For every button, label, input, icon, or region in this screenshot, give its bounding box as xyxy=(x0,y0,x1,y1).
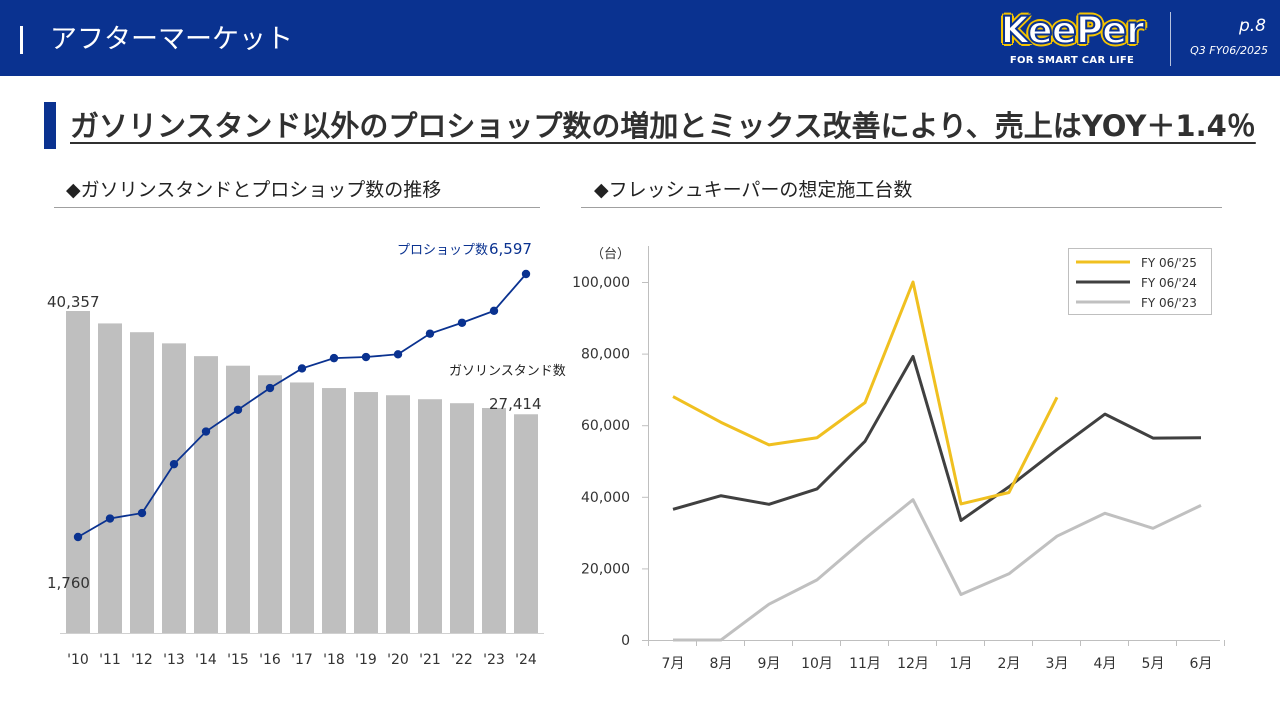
station-bar-10 xyxy=(66,311,90,633)
x-tick-label: '13 xyxy=(163,652,185,668)
headline-accent-bar xyxy=(44,102,56,149)
x-tick-label: 4月 xyxy=(1094,656,1117,672)
y-axis-unit: （台） xyxy=(591,247,630,262)
page-number: p.8 xyxy=(1238,16,1266,36)
series-line-0 xyxy=(672,280,1059,506)
station-bar-19 xyxy=(354,392,378,633)
proshop-point-20 xyxy=(393,350,403,359)
x-tick-label: '24 xyxy=(515,652,537,668)
x-tick-label: '18 xyxy=(323,652,345,668)
station-bar-13 xyxy=(162,343,186,633)
proshop-point-10 xyxy=(73,532,83,542)
x-tick-label: 8月 xyxy=(710,656,733,672)
station-bar-22 xyxy=(450,403,474,633)
legend-label-1: FY 06/'24 xyxy=(1141,276,1197,290)
y-tick-label: 80,000 xyxy=(581,347,630,363)
x-tick-label: '10 xyxy=(67,652,89,668)
proshop-point-12 xyxy=(137,508,147,518)
x-tick-label: '23 xyxy=(483,652,505,668)
left-section-title: ◆ガソリンスタンドとプロショップ数の推移 xyxy=(66,179,442,201)
proshop-point-21 xyxy=(425,329,435,338)
fiscal-period: Q3 FY06/2025 xyxy=(1190,44,1268,57)
y-tick-label: 20,000 xyxy=(581,561,630,577)
proshop-point-15 xyxy=(233,405,243,414)
x-tick-label: '14 xyxy=(195,652,217,668)
x-tick-label: 2月 xyxy=(998,656,1021,672)
proshop-point-11 xyxy=(105,514,115,523)
station-series-label: ガソリンスタンド数 xyxy=(449,364,566,379)
proshop-series-label: プロショップ数 xyxy=(397,243,488,258)
station-bar-20 xyxy=(386,395,410,633)
y-tick-label: 40,000 xyxy=(581,490,630,506)
x-tick-label: '21 xyxy=(419,652,441,668)
left-section-divider xyxy=(54,207,540,208)
x-tick-label: 1月 xyxy=(950,656,973,672)
station-bar-24 xyxy=(514,414,538,633)
proshop-point-19 xyxy=(361,352,371,362)
x-tick-label: '16 xyxy=(259,652,281,668)
series-line-2 xyxy=(673,498,1202,642)
x-tick-label: 10月 xyxy=(801,656,833,672)
header-bar: アフターマーケット KeePer FOR SMART CAR LIFE p.8 … xyxy=(0,0,1280,76)
y-tick-label: 100,000 xyxy=(572,275,630,291)
station-bar-11 xyxy=(98,323,122,633)
x-tick-label: 9月 xyxy=(758,656,781,672)
x-tick-label: 11月 xyxy=(849,656,881,672)
station-bar-23 xyxy=(482,407,506,633)
station-bar-12 xyxy=(130,332,154,633)
x-tick-label: '11 xyxy=(99,652,121,668)
series-line-1 xyxy=(672,354,1202,522)
x-tick-label: '22 xyxy=(451,652,473,668)
y-tick-label: 0 xyxy=(621,633,630,649)
proshop-point-14 xyxy=(201,427,211,436)
proshop-point-17 xyxy=(297,364,307,373)
proshop-point-18 xyxy=(329,353,339,363)
x-tick-label: 3月 xyxy=(1046,656,1069,672)
right-section-divider xyxy=(581,207,1222,208)
header-divider xyxy=(1170,12,1171,66)
y-tick-label: 60,000 xyxy=(581,418,630,434)
station-bar-21 xyxy=(418,399,442,633)
station-bar-18 xyxy=(322,388,346,633)
keeper-logo: KeePer FOR SMART CAR LIFE xyxy=(994,8,1150,69)
headline: ガソリンスタンド以外のプロショップ数の増加とミックス改善により、売上はYOY＋1… xyxy=(70,109,1256,143)
x-tick-label: '17 xyxy=(291,652,313,668)
station-bar-14 xyxy=(194,356,218,633)
proshop-point-23 xyxy=(489,306,499,316)
x-tick-label: '15 xyxy=(227,652,249,668)
bar-last-label: 27,414 xyxy=(489,395,542,413)
header-accent-bar xyxy=(20,26,23,54)
x-tick-label: 5月 xyxy=(1142,656,1165,672)
x-tick-label: 6月 xyxy=(1190,656,1213,672)
page-title: アフターマーケット xyxy=(50,24,293,55)
x-tick-label: '12 xyxy=(131,652,153,668)
logo-wordmark: KeePer xyxy=(1000,8,1146,53)
x-tick-label: '19 xyxy=(355,652,377,668)
proshop-point-24 xyxy=(521,269,531,279)
proshop-point-22 xyxy=(457,318,467,327)
x-tick-label: 12月 xyxy=(897,656,929,672)
proshop-point-16 xyxy=(265,383,275,393)
station-bar-17 xyxy=(290,382,314,633)
x-tick-label: 7月 xyxy=(662,656,685,672)
logo-tagline: FOR SMART CAR LIFE xyxy=(1009,55,1135,66)
line-first-label: 1,760 xyxy=(47,574,90,592)
x-tick-label: '20 xyxy=(387,652,409,668)
proshop-point-13 xyxy=(169,459,179,469)
legend-label-2: FY 06/'23 xyxy=(1141,296,1197,310)
legend-label-0: FY 06/'25 xyxy=(1141,256,1197,270)
line-last-label: 6,597 xyxy=(489,240,532,258)
station-bar-16 xyxy=(258,375,282,633)
bar-first-label: 40,357 xyxy=(47,293,100,311)
right-section-title: ◆フレッシュキーパーの想定施工台数 xyxy=(594,179,913,201)
